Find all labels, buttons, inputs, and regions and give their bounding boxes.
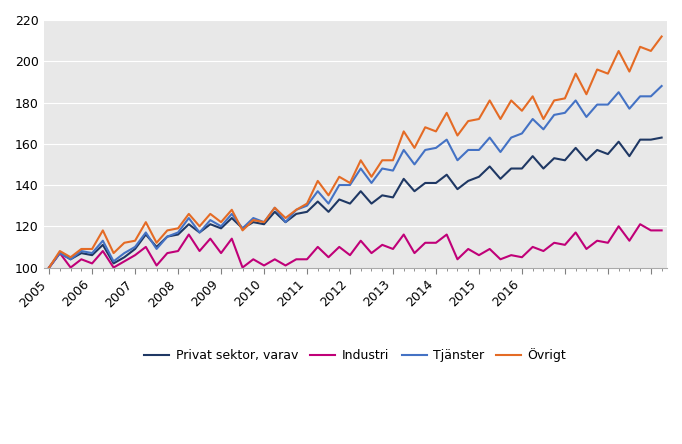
Industri (196, 248, 204, 254)
Industri (636, 222, 644, 227)
Tjänster (454, 158, 462, 163)
Tjänster (185, 215, 193, 221)
Privat sektor, varav (496, 176, 505, 182)
Tjänster (561, 110, 569, 115)
Privat sektor, varav (636, 137, 644, 143)
Övrigt (657, 34, 666, 39)
Privat sektor, varav (561, 158, 569, 163)
Övrigt (185, 211, 193, 217)
Privat sektor, varav (45, 265, 53, 270)
Tjänster (196, 230, 204, 235)
Line: Tjänster: Tjänster (49, 86, 662, 268)
Övrigt (636, 44, 644, 49)
Övrigt (496, 116, 505, 122)
Tjänster (636, 94, 644, 99)
Privat sektor, varav (657, 135, 666, 140)
Tjänster (496, 149, 505, 155)
Industri (454, 257, 462, 262)
Industri (45, 265, 53, 270)
Industri (496, 257, 505, 262)
Industri (657, 228, 666, 233)
Privat sektor, varav (454, 186, 462, 192)
Övrigt (45, 265, 53, 270)
Privat sektor, varav (196, 230, 204, 235)
Line: Privat sektor, varav: Privat sektor, varav (49, 138, 662, 268)
Legend: Privat sektor, varav, Industri, Tjänster, Övrigt: Privat sektor, varav, Industri, Tjänster… (139, 343, 572, 367)
Industri (625, 238, 634, 243)
Line: Industri: Industri (49, 224, 662, 268)
Privat sektor, varav (185, 222, 193, 227)
Industri (561, 242, 569, 247)
Övrigt (454, 133, 462, 138)
Tjänster (657, 83, 666, 89)
Övrigt (196, 224, 204, 229)
Line: Övrigt: Övrigt (49, 36, 662, 268)
Industri (185, 232, 193, 237)
Övrigt (561, 96, 569, 101)
Tjänster (45, 265, 53, 270)
